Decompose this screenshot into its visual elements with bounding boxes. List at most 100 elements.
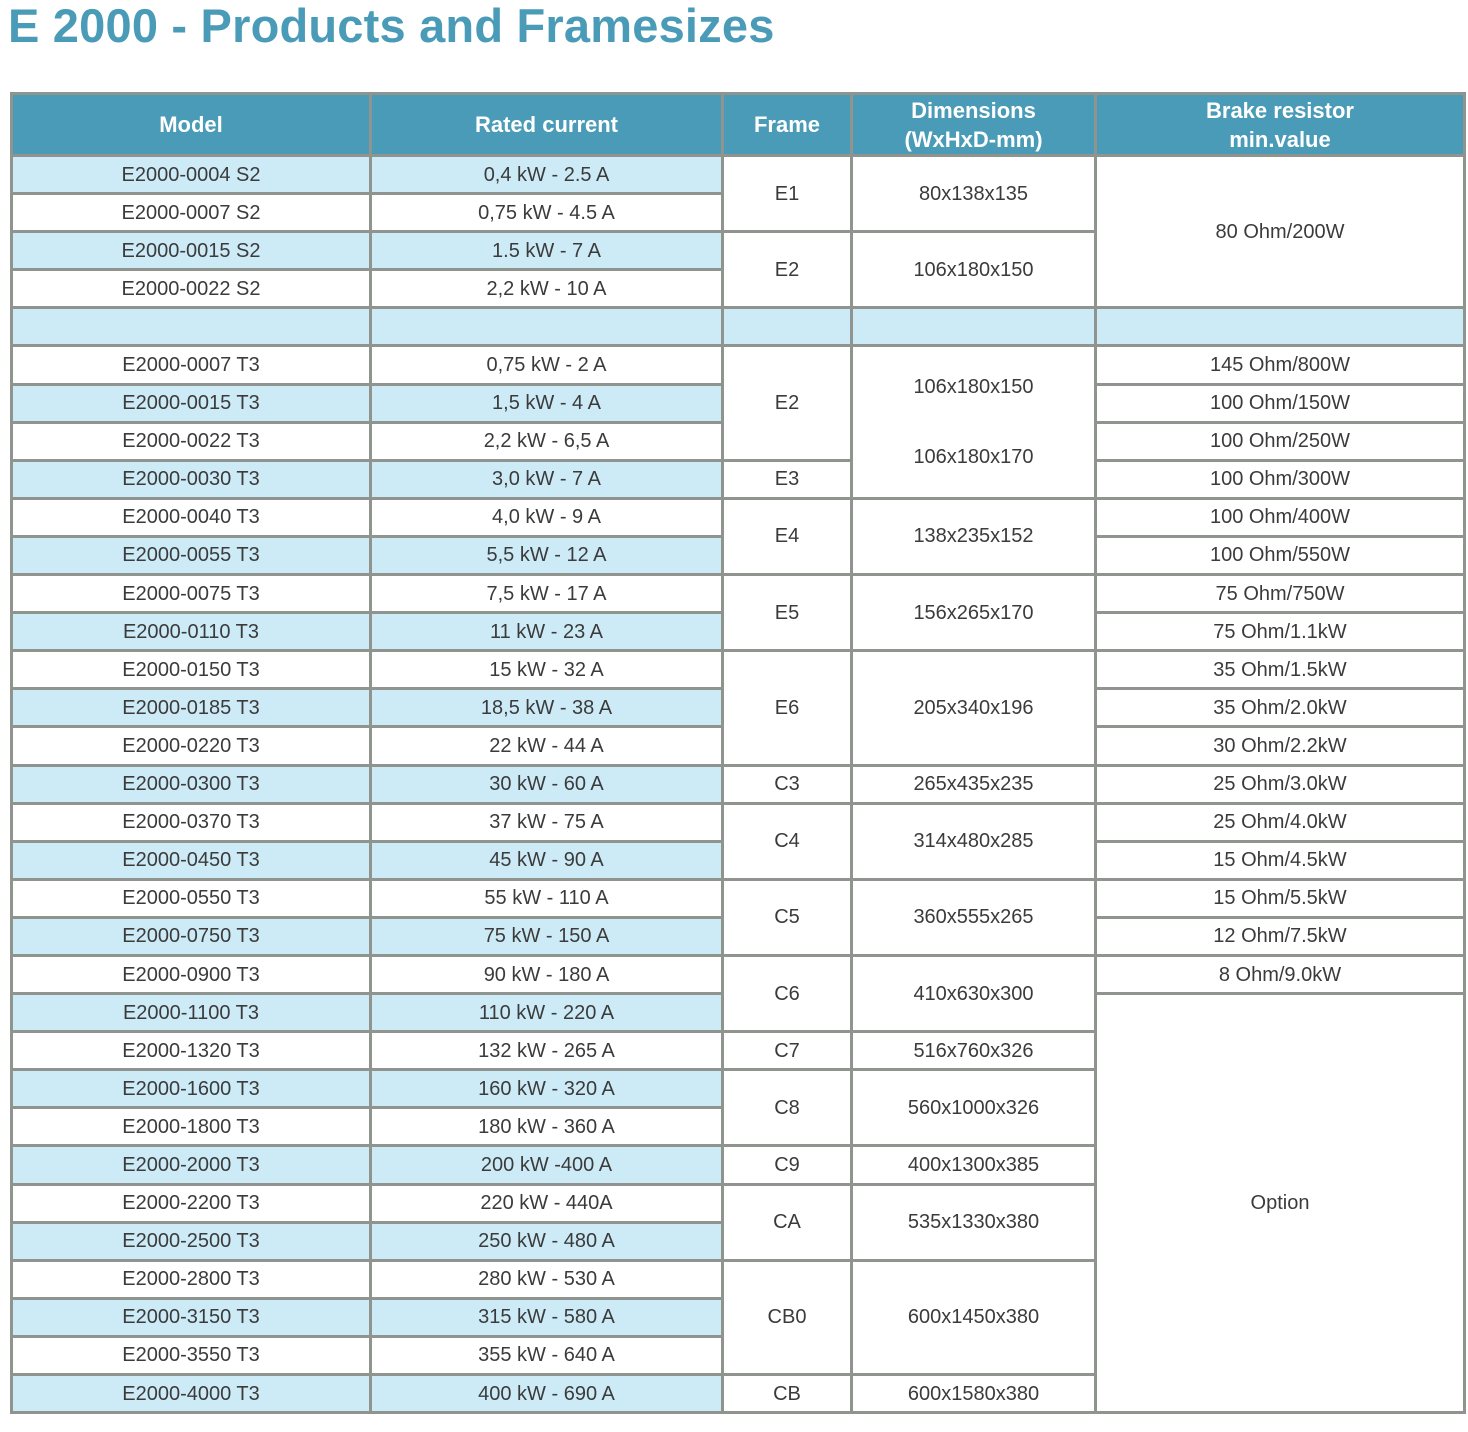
table-row: E2000-1600 T3 160 kW - 320 A C8 560x1000x32… bbox=[10, 1068, 1465, 1148]
brake-resistor-cell: 15 Ohm/5.5kW bbox=[1094, 877, 1466, 919]
dimensions-cell: 560x1000x326 bbox=[850, 1068, 1097, 1148]
brake-resistor-cell: 30 Ohm/2.2kW bbox=[1094, 725, 1466, 767]
table-row: E2000-0022 T3 2,2 kW - 6,5 A 100 Ohm/250W bbox=[10, 420, 1466, 462]
frame-cell: E3 bbox=[721, 458, 853, 500]
model-cell: E2000-0030 T3 bbox=[10, 458, 372, 500]
page-title: E 2000 - Products and Framesizes bbox=[8, 0, 775, 52]
dimensions-cell: 156x265x170 bbox=[850, 573, 1097, 653]
rated-current-cell: 355 kW - 640 A bbox=[369, 1334, 724, 1377]
frame-cell: CA bbox=[721, 1182, 853, 1262]
rated-current-cell: 7,5 kW - 17 A bbox=[369, 573, 724, 615]
table-row: E2000-0007 S2 0,75 kW - 4.5 A bbox=[10, 192, 1465, 234]
frame-cell: C7 bbox=[721, 1030, 853, 1072]
rated-current-cell: 4,0 kW - 9 A bbox=[369, 496, 724, 538]
frame-cell: C3 bbox=[721, 763, 853, 805]
table-row: E2000-3150 T3 315 kW - 580 A bbox=[10, 1296, 1465, 1338]
rated-current-cell: 160 kW - 320 A bbox=[369, 1068, 724, 1110]
brake-resistor-cell: 8 Ohm/9.0kW bbox=[1094, 953, 1466, 996]
brake-resistor-cell bbox=[1094, 306, 1466, 348]
brake-resistor-cell: 100 Ohm/150W bbox=[1094, 382, 1466, 424]
model-cell: E2000-1100 T3 bbox=[10, 992, 372, 1034]
frame-cell: CB bbox=[721, 1372, 853, 1415]
rated-current-cell: 55 kW - 110 A bbox=[369, 877, 724, 919]
frame-cell: CB0 bbox=[721, 1258, 853, 1377]
header-brake-line1: Brake resistor bbox=[1206, 97, 1354, 123]
rated-current-cell: 18,5 kW - 38 A bbox=[369, 687, 724, 729]
brake-resistor-cell: 35 Ohm/1.5kW bbox=[1094, 649, 1466, 691]
header-row: Model Rated current Frame Dimensions (Wx… bbox=[10, 92, 1466, 157]
table-row: E2000-0055 T3 5,5 kW - 12 A 100 Ohm/550W bbox=[10, 534, 1466, 577]
rated-current-cell: 2,2 kW - 6,5 A bbox=[369, 420, 724, 462]
dimensions-cell: 138x235x152 bbox=[850, 496, 1097, 577]
dimensions-multi: 106x180x150 106x180x170 bbox=[855, 352, 1093, 492]
header-rated-current: Rated current bbox=[369, 92, 724, 157]
dimensions-cell: 600x1450x380 bbox=[850, 1258, 1097, 1377]
model-cell: E2000-4000 T3 bbox=[10, 1372, 372, 1415]
brake-resistor-cell: 25 Ohm/4.0kW bbox=[1094, 801, 1466, 843]
frame-cell: E4 bbox=[721, 496, 853, 577]
table-row: E2000-2000 T3 200 kW -400 A C9 400x1300x385 bbox=[10, 1144, 1465, 1186]
rated-current-cell: 220 kW - 440A bbox=[369, 1182, 724, 1224]
model-cell: E2000-0370 T3 bbox=[10, 801, 372, 843]
rated-current-cell: 0,4 kW - 2.5 A bbox=[369, 153, 724, 196]
model-cell: E2000-1600 T3 bbox=[10, 1068, 372, 1110]
model-cell: E2000-3150 T3 bbox=[10, 1296, 372, 1338]
model-cell: E2000-0075 T3 bbox=[10, 573, 372, 615]
rated-current-cell: 5,5 kW - 12 A bbox=[369, 534, 724, 577]
model-cell: E2000-0110 T3 bbox=[10, 611, 372, 653]
dimensions-cell: 106x180x150 bbox=[850, 230, 1097, 310]
table-row: E2000-3550 T3 355 kW - 640 A bbox=[10, 1334, 1465, 1377]
rated-current-cell: 37 kW - 75 A bbox=[369, 801, 724, 843]
header-brake-line2: min.value bbox=[1229, 126, 1331, 152]
table-row: E2000-0220 T3 22 kW - 44 A 30 Ohm/2.2kW bbox=[10, 725, 1466, 767]
frame-cell bbox=[721, 306, 853, 348]
header-model: Model bbox=[10, 92, 372, 157]
rated-current-cell: 180 kW - 360 A bbox=[369, 1106, 724, 1148]
dimensions-cell: 410x630x300 bbox=[850, 953, 1097, 1034]
dimensions-cell: 535x1330x380 bbox=[850, 1182, 1097, 1262]
table-row: E2000-0150 T3 15 kW - 32 A E6 205x340x196 35… bbox=[10, 649, 1466, 767]
frame-cell: E5 bbox=[721, 573, 853, 653]
frame-cell: C5 bbox=[721, 877, 853, 957]
model-cell: E2000-2000 T3 bbox=[10, 1144, 372, 1186]
table-row: E2000-0370 T3 37 kW - 75 A C4 314x480x285 25… bbox=[10, 801, 1466, 881]
rated-current-cell: 250 kW - 480 A bbox=[369, 1220, 724, 1262]
rated-current-cell: 45 kW - 90 A bbox=[369, 839, 724, 881]
table-row: E2000-1800 T3 180 kW - 360 A bbox=[10, 1106, 1465, 1148]
rated-current-cell: 1.5 kW - 7 A bbox=[369, 230, 724, 272]
brake-resistor-cell: 35 Ohm/2.0kW bbox=[1094, 687, 1466, 729]
rated-current-cell: 0,75 kW - 4.5 A bbox=[369, 192, 724, 234]
table-row: E2000-4000 T3 400 kW - 690 A CB 600x1580x38… bbox=[10, 1372, 1465, 1415]
frame-cell: E2 bbox=[721, 344, 853, 462]
brake-resistor-cell: 15 Ohm/4.5kW bbox=[1094, 839, 1466, 881]
model-cell: E2000-0040 T3 bbox=[10, 496, 372, 538]
rated-current-cell: 3,0 kW - 7 A bbox=[369, 458, 724, 500]
dimensions-cell: 106x180x150 106x180x170 bbox=[850, 344, 1097, 500]
frame-cell: E2 bbox=[721, 230, 853, 310]
model-cell bbox=[10, 306, 372, 348]
header-dimensions: Dimensions (WxHxD-mm) bbox=[850, 92, 1097, 157]
dimensions-value: 106x180x170 bbox=[913, 446, 1034, 469]
model-cell: E2000-2800 T3 bbox=[10, 1258, 372, 1300]
brake-resistor-cell: 80 Ohm/200W bbox=[1094, 153, 1466, 310]
model-cell: E2000-0900 T3 bbox=[10, 953, 372, 996]
brake-resistor-cell: Option bbox=[1094, 992, 1466, 1415]
table-row: E2000-0185 T3 18,5 kW - 38 A 35 Ohm/2.0kW bbox=[10, 687, 1466, 729]
model-cell: E2000-0185 T3 bbox=[10, 687, 372, 729]
brake-resistor-cell: 100 Ohm/550W bbox=[1094, 534, 1466, 577]
rated-current-cell: 315 kW - 580 A bbox=[369, 1296, 724, 1338]
rated-current-cell: 0,75 kW - 2 A bbox=[369, 344, 724, 386]
table-row: E2000-0075 T3 7,5 kW - 17 A E5 156x265x170 7… bbox=[10, 573, 1466, 653]
dimensions-cell: 600x1580x380 bbox=[850, 1372, 1097, 1415]
model-cell: E2000-2200 T3 bbox=[10, 1182, 372, 1224]
model-cell: E2000-1800 T3 bbox=[10, 1106, 372, 1148]
rated-current-cell: 110 kW - 220 A bbox=[369, 992, 724, 1034]
dimensions-cell: 205x340x196 bbox=[850, 649, 1097, 767]
brake-resistor-cell: 12 Ohm/7.5kW bbox=[1094, 915, 1466, 957]
brake-resistor-cell: 100 Ohm/400W bbox=[1094, 496, 1466, 538]
products-framesizes-table: Model Rated current Frame Dimensions (Wx… bbox=[10, 92, 1466, 1415]
model-cell: E2000-0150 T3 bbox=[10, 649, 372, 691]
rated-current-cell: 280 kW - 530 A bbox=[369, 1258, 724, 1300]
table-row: E2000-0030 T3 3,0 kW - 7 A E3 100 Ohm/300W bbox=[10, 458, 1466, 500]
frame-cell: C8 bbox=[721, 1068, 853, 1148]
